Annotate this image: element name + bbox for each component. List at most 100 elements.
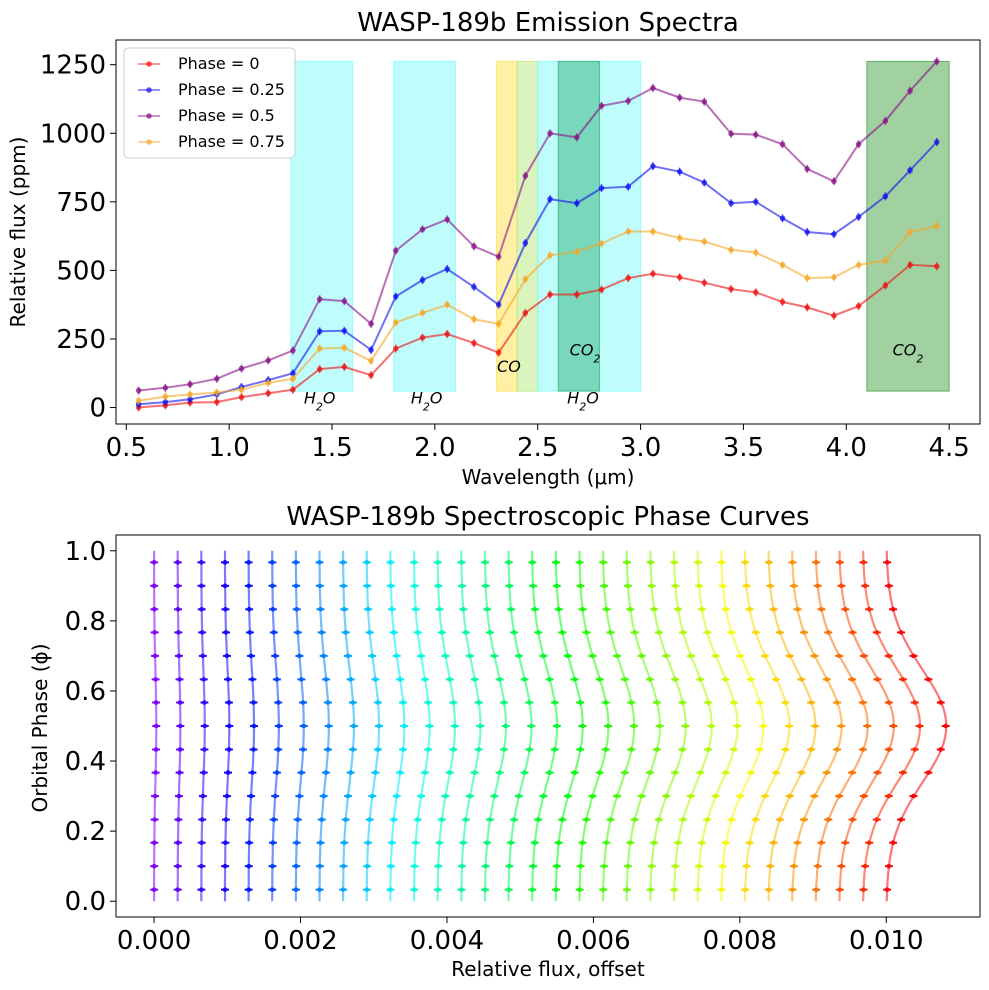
data-point: [882, 282, 889, 289]
data-point: [886, 747, 892, 752]
data-point: [860, 700, 866, 705]
data-point: [574, 134, 580, 141]
data-point: [680, 630, 686, 635]
legend-label: Phase = 0.5: [178, 106, 275, 125]
band-h2o: [393, 60, 456, 392]
x-axis-label: Relative flux, offset: [451, 957, 645, 981]
data-point: [503, 723, 509, 729]
data-point: [882, 118, 889, 124]
data-point: [418, 793, 424, 799]
phase-curve-14: [481, 550, 510, 902]
data-point: [590, 653, 595, 659]
data-point: [535, 630, 541, 635]
data-point: [600, 887, 606, 892]
phase-curve-27: [788, 550, 846, 902]
data-point: [392, 345, 399, 352]
data-point: [719, 887, 724, 892]
data-point: [201, 677, 207, 682]
data-point: [411, 887, 417, 892]
x-tick-label: 0.5: [106, 433, 147, 463]
data-point: [250, 770, 255, 775]
data-point: [394, 653, 399, 659]
data-point: [604, 606, 609, 612]
data-point: [839, 583, 844, 589]
data-point: [392, 293, 399, 300]
data-point: [365, 606, 371, 612]
y-axis-label: Relative flux (ppm): [6, 137, 30, 328]
data-point: [528, 723, 534, 729]
data-point: [577, 700, 583, 705]
data-point: [246, 840, 252, 846]
data-point: [459, 863, 465, 869]
data-point: [202, 700, 207, 705]
data-point: [808, 747, 814, 752]
phase-curves-chart: WASP-189b Spectroscopic Phase Curves 0.0…: [28, 502, 981, 981]
data-point: [604, 840, 609, 846]
data-point: [340, 887, 346, 892]
data-point: [319, 630, 325, 635]
data-point: [272, 793, 278, 799]
data-point: [177, 677, 182, 682]
band-h2o: [290, 60, 354, 392]
data-point: [299, 770, 304, 775]
data-point: [813, 560, 819, 565]
data-point: [601, 583, 607, 589]
data-point: [649, 583, 654, 589]
data-point: [368, 358, 374, 364]
data-point: [815, 863, 820, 869]
data-point: [757, 747, 762, 752]
data-point: [926, 770, 931, 775]
data-point: [547, 291, 553, 298]
data-point: [632, 817, 638, 822]
data-point: [375, 747, 381, 752]
data-point: [321, 793, 326, 799]
data-point: [290, 386, 296, 393]
data-point: [293, 583, 299, 589]
x-axis-ticks: 0.000 0.002 0.004 0.006 0.008 0.010: [117, 917, 923, 956]
data-point: [202, 723, 208, 729]
data-point: [825, 630, 831, 635]
data-point: [451, 700, 456, 705]
data-point: [723, 606, 729, 612]
data-point: [200, 653, 206, 659]
data-point: [699, 840, 705, 846]
data-point: [767, 863, 773, 869]
data-point: [301, 723, 307, 729]
data-point: [401, 723, 407, 729]
data-point: [350, 700, 356, 705]
data-point: [495, 253, 502, 260]
y-axis-ticks: 0 250 500 750 1000 1250: [40, 51, 116, 424]
data-point: [866, 840, 872, 846]
data-point: [530, 863, 536, 869]
data-point: [762, 653, 768, 659]
data-point: [351, 723, 357, 729]
data-point: [723, 770, 728, 775]
data-point: [459, 583, 465, 589]
data-point: [151, 887, 157, 892]
data-point: [389, 606, 395, 612]
data-point: [680, 747, 685, 752]
data-point: [323, 770, 329, 775]
data-point: [459, 560, 464, 565]
data-point: [477, 723, 483, 729]
data-point: [819, 840, 824, 846]
data-point: [506, 887, 511, 892]
data-point: [943, 723, 949, 729]
data-point: [435, 583, 441, 589]
phase-curve-0: [150, 550, 161, 902]
data-point: [839, 863, 844, 869]
data-point: [394, 793, 399, 799]
data-point: [439, 630, 445, 635]
data-point: [791, 583, 797, 589]
data-point: [341, 583, 346, 589]
data-point: [482, 887, 488, 892]
x-tick-label: 0.010: [849, 926, 923, 956]
data-point: [214, 399, 220, 405]
phase-curve-17: [551, 550, 587, 902]
data-point: [812, 793, 817, 799]
plot-frame: [115, 534, 981, 918]
data-point: [340, 560, 346, 565]
data-point: [729, 630, 734, 635]
y-tick-label: 0.6: [65, 677, 106, 707]
